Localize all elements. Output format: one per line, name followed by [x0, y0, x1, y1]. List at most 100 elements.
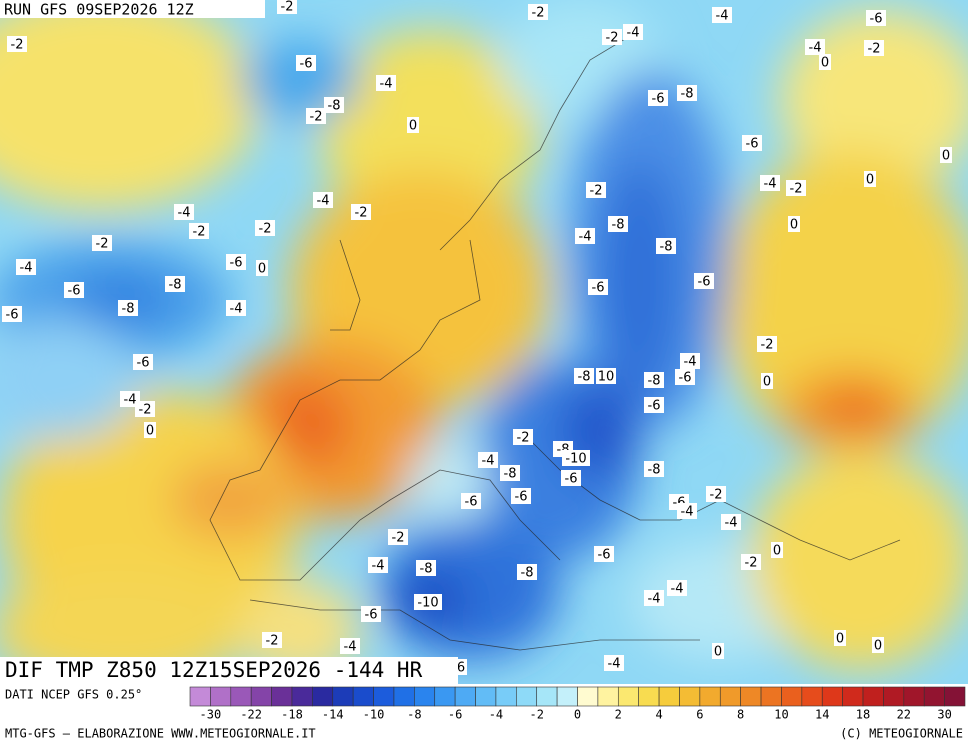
- contour-label: -6: [230, 256, 243, 271]
- contour-label: -4: [648, 592, 661, 607]
- field-blob: [0, 0, 260, 210]
- footer-right: (C) METEOGIORNALE: [840, 727, 963, 741]
- label-box: [561, 470, 581, 486]
- contour-label: 0: [821, 56, 829, 71]
- label-box: [16, 259, 36, 275]
- label-box: [407, 117, 419, 133]
- contour-label: -2: [11, 38, 24, 53]
- label-box: [694, 273, 714, 289]
- contour-label: -6: [565, 472, 578, 487]
- contour-label: -6: [598, 548, 611, 563]
- contour-label: -4: [681, 505, 694, 520]
- contour-label: -2: [745, 556, 758, 571]
- colorbar-box: [414, 686, 436, 707]
- contour-label: -2: [532, 6, 545, 21]
- colorbar-tick-label: -10: [363, 708, 385, 722]
- colorbar-box: [454, 686, 476, 707]
- label-box: [528, 4, 548, 20]
- label-box: [602, 29, 622, 45]
- contour-label: 6: [457, 661, 465, 676]
- contour-label: 0: [874, 639, 882, 654]
- label-box: [351, 204, 371, 220]
- field-blob: [0, 320, 140, 440]
- contour-label: -8: [578, 370, 591, 385]
- contour-label: -4: [20, 261, 33, 276]
- contour-label: -6: [679, 371, 692, 386]
- contour-label: -4: [344, 640, 357, 655]
- contour-label: -4: [178, 206, 191, 221]
- label-box: [174, 204, 194, 220]
- contour-label: -6: [137, 356, 150, 371]
- temperature-field: [0, 0, 968, 684]
- label-box: [623, 24, 643, 40]
- contour-label: -4: [579, 230, 592, 245]
- colorbar: -30 -22 -18 -14 -10 -8 -6 -4 -2 0 2 4 6 8 10 14 18 22 30: [189, 686, 966, 722]
- colorbar-box: [781, 686, 803, 707]
- colorbar-box: [577, 686, 599, 707]
- colorbar-box: [332, 686, 354, 707]
- label-box: [513, 429, 533, 445]
- contour-label: -8: [169, 278, 182, 293]
- label-box: [575, 228, 595, 244]
- label-box: [834, 630, 846, 646]
- contour-label: -8: [681, 87, 694, 102]
- colorbar-box: [862, 686, 884, 707]
- colorbar-tick-label: -4: [489, 708, 503, 722]
- label-box: [376, 75, 396, 91]
- label-box: [742, 135, 762, 151]
- contour-label: -6: [365, 608, 378, 623]
- contour-label: 0: [409, 119, 417, 134]
- field-blob: [825, 393, 885, 423]
- colorbar-tick-label: 8: [737, 708, 744, 722]
- colorbar-box: [638, 686, 660, 707]
- label-box: [706, 486, 726, 502]
- label-box: [574, 368, 594, 384]
- label-box: [866, 10, 886, 26]
- colorbar-box: [821, 686, 843, 707]
- contour-label: -4: [372, 559, 385, 574]
- label-box: [761, 373, 773, 389]
- contour-label: -2: [761, 338, 774, 353]
- label-box: [2, 306, 22, 322]
- colorbar-box: [903, 686, 925, 707]
- title-box: [0, 657, 458, 684]
- contour-label: -2: [281, 0, 294, 15]
- contour-label: -2: [517, 431, 530, 446]
- label-box: [608, 216, 628, 232]
- contour-label: -6: [465, 495, 478, 510]
- colorbar-box: [312, 686, 334, 707]
- contour-label: -4: [317, 194, 330, 209]
- label-box: [306, 108, 326, 124]
- colorbar-tick-label: -2: [529, 708, 543, 722]
- colorbar-tick-label: 10: [774, 708, 788, 722]
- contour-label: -4: [716, 9, 729, 24]
- contour-label: -2: [606, 31, 619, 46]
- field-blob: [240, 580, 360, 680]
- contour-label: -6: [68, 284, 81, 299]
- label-box: [680, 353, 700, 369]
- label-box: [92, 235, 112, 251]
- colorbar-box: [495, 686, 517, 707]
- label-box: [864, 171, 876, 187]
- colorbar-box: [291, 686, 313, 707]
- label-box: [721, 514, 741, 530]
- field-blob: [720, 150, 968, 450]
- colorbar-tick-label: 30: [937, 708, 951, 722]
- colorbar-tick-label: 4: [655, 708, 662, 722]
- label-box: [677, 85, 697, 101]
- label-box: [760, 175, 780, 191]
- colorbar-tick-label: -22: [240, 708, 262, 722]
- contour-label: 0: [836, 632, 844, 647]
- colorbar-box: [760, 686, 782, 707]
- label-box: [461, 493, 481, 509]
- label-box: [757, 336, 777, 352]
- label-box: [667, 580, 687, 596]
- label-box: [165, 276, 185, 292]
- colorbar-box: [699, 686, 721, 707]
- contour-label: -2: [355, 206, 368, 221]
- contour-label: -4: [608, 657, 621, 672]
- contour-label: -4: [684, 355, 697, 370]
- contour-label: 0: [866, 173, 874, 188]
- label-box: [644, 590, 664, 606]
